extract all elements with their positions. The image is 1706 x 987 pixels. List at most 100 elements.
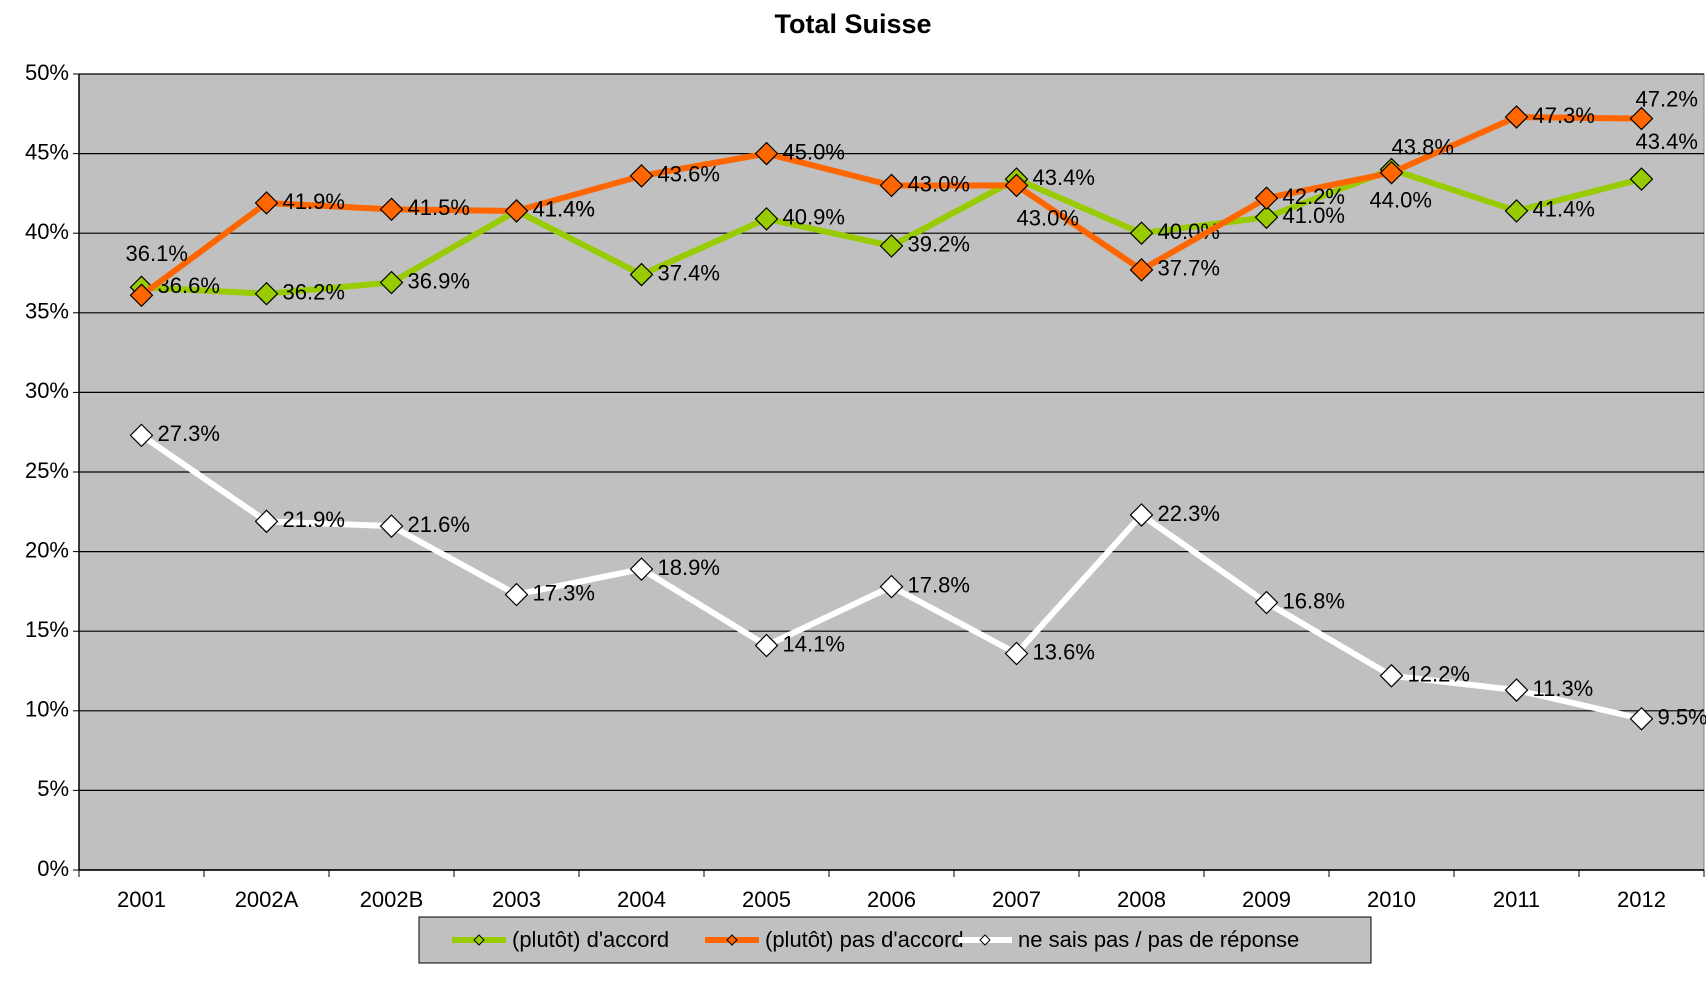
data-label: 13.6% bbox=[1033, 639, 1095, 664]
x-tick-label: 2012 bbox=[1617, 887, 1666, 912]
data-label: 12.2% bbox=[1408, 662, 1470, 687]
data-label: 47.2% bbox=[1636, 86, 1698, 111]
legend-label: (plutôt) pas d'accord bbox=[765, 927, 964, 952]
x-tick-label: 2001 bbox=[117, 887, 166, 912]
marker bbox=[1379, 160, 1404, 185]
data-label: 41.0% bbox=[1283, 203, 1345, 228]
data-label: 39.2% bbox=[908, 232, 970, 257]
marker bbox=[754, 633, 779, 658]
marker bbox=[379, 197, 404, 222]
y-tick-label: 20% bbox=[25, 537, 69, 562]
data-label: 11.3% bbox=[1533, 676, 1594, 701]
marker bbox=[254, 509, 279, 534]
marker bbox=[254, 281, 279, 306]
y-tick-label: 50% bbox=[25, 60, 69, 85]
legend-label: ne sais pas / pas de réponse bbox=[1018, 927, 1299, 952]
data-label: 45.0% bbox=[783, 139, 845, 164]
legend-box bbox=[418, 916, 1372, 964]
data-label: 14.1% bbox=[783, 631, 845, 656]
data-label: 16.8% bbox=[1283, 588, 1345, 613]
marker bbox=[504, 199, 529, 223]
data-label: 18.9% bbox=[658, 555, 720, 580]
data-label: 43.4% bbox=[1033, 165, 1095, 190]
data-label: 36.2% bbox=[283, 280, 345, 305]
x-tick-label: 2004 bbox=[617, 887, 666, 912]
y-tick-label: 40% bbox=[25, 219, 69, 244]
y-tick-label: 45% bbox=[25, 139, 69, 164]
marker bbox=[129, 283, 154, 308]
legend-marker bbox=[979, 934, 991, 946]
marker bbox=[379, 270, 404, 295]
x-tick-label: 2003 bbox=[492, 887, 541, 912]
marker bbox=[1254, 590, 1279, 615]
marker bbox=[754, 141, 779, 166]
legend-marker bbox=[726, 934, 738, 946]
data-label: 41.4% bbox=[1533, 197, 1595, 222]
marker bbox=[379, 514, 404, 538]
data-label: 36.9% bbox=[408, 268, 470, 293]
marker bbox=[629, 557, 654, 581]
x-tick-label: 2010 bbox=[1367, 887, 1416, 912]
x-tick-label: 2006 bbox=[867, 887, 916, 912]
marker bbox=[1129, 257, 1154, 282]
marker bbox=[879, 173, 904, 198]
x-tick-label: 2009 bbox=[1242, 887, 1291, 912]
data-label: 37.7% bbox=[1158, 256, 1220, 281]
y-tick-label: 25% bbox=[25, 458, 69, 483]
data-label: 41.5% bbox=[408, 195, 470, 220]
data-label: 44.0% bbox=[1370, 187, 1432, 212]
legend-marker bbox=[473, 934, 485, 946]
y-tick-label: 15% bbox=[25, 617, 69, 642]
x-tick-label: 2002A bbox=[235, 887, 299, 912]
marker bbox=[629, 262, 654, 287]
legend-label: (plutôt) d'accord bbox=[512, 927, 669, 952]
marker bbox=[1504, 199, 1529, 223]
data-label: 43.6% bbox=[658, 162, 720, 187]
data-label: 37.4% bbox=[658, 260, 720, 285]
data-label: 17.8% bbox=[908, 572, 970, 597]
marker bbox=[1629, 167, 1654, 191]
data-label: 9.5% bbox=[1658, 705, 1706, 730]
x-tick-label: 2008 bbox=[1117, 887, 1166, 912]
marker bbox=[1004, 173, 1029, 198]
marker bbox=[879, 574, 904, 599]
x-tick-label: 2011 bbox=[1493, 887, 1540, 912]
marker bbox=[629, 164, 654, 188]
y-tick-label: 35% bbox=[25, 299, 69, 324]
y-tick-label: 0% bbox=[37, 856, 69, 881]
data-label: 47.3% bbox=[1533, 103, 1595, 128]
marker bbox=[754, 207, 779, 231]
marker bbox=[1254, 205, 1279, 230]
data-label: 43.0% bbox=[1017, 205, 1079, 230]
data-label: 43.4% bbox=[1636, 129, 1698, 154]
data-label: 17.3% bbox=[533, 580, 595, 605]
marker bbox=[1254, 186, 1279, 211]
marker bbox=[254, 191, 279, 215]
marker bbox=[1504, 105, 1529, 129]
marker bbox=[1379, 663, 1404, 688]
data-label: 40.9% bbox=[783, 205, 845, 230]
y-tick-label: 30% bbox=[25, 378, 69, 403]
marker bbox=[504, 582, 529, 607]
chart-title: Total Suisse bbox=[774, 9, 931, 39]
marker bbox=[1629, 106, 1654, 131]
y-tick-label: 5% bbox=[37, 776, 69, 801]
marker bbox=[1129, 503, 1154, 527]
marker bbox=[879, 234, 904, 258]
marker bbox=[129, 423, 154, 448]
data-label: 43.8% bbox=[1392, 135, 1454, 160]
marker bbox=[1004, 641, 1029, 666]
x-tick-label: 2007 bbox=[992, 887, 1041, 912]
x-tick-label: 2002B bbox=[360, 887, 424, 912]
x-tick-label: 2005 bbox=[742, 887, 791, 912]
data-label: 41.4% bbox=[533, 197, 595, 222]
marker bbox=[1129, 221, 1154, 246]
marker bbox=[1629, 706, 1654, 731]
data-label: 21.9% bbox=[283, 507, 345, 532]
data-label: 42.2% bbox=[1283, 184, 1345, 209]
marker bbox=[1504, 678, 1529, 702]
data-label: 41.9% bbox=[283, 189, 345, 214]
data-label: 43.0% bbox=[908, 171, 970, 196]
data-label: 36.1% bbox=[126, 241, 188, 266]
